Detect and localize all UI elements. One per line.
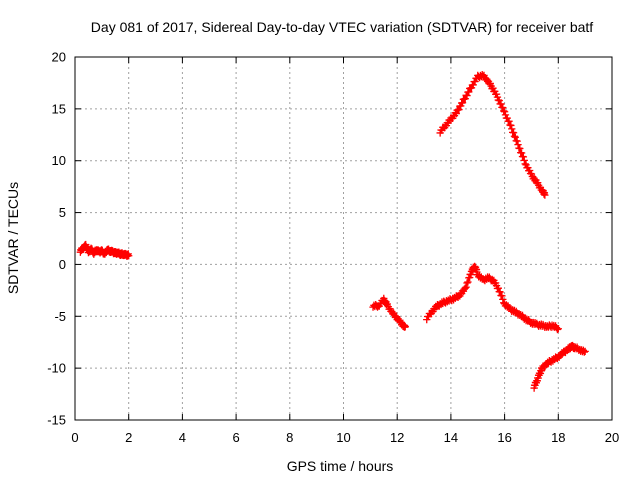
y-tick-label: 5 xyxy=(59,205,66,220)
grid-lines xyxy=(75,57,612,420)
data-point xyxy=(452,109,460,118)
x-tick-label: 12 xyxy=(390,430,404,445)
data-point xyxy=(581,347,589,355)
data-point xyxy=(401,322,409,331)
y-tick-label: 10 xyxy=(52,153,66,168)
data-point xyxy=(513,137,521,145)
chart-title: Day 081 of 2017, Sidereal Day-to-day VTE… xyxy=(91,19,594,35)
series-arc-b xyxy=(423,262,562,334)
data-point xyxy=(500,108,509,116)
y-axis-label: SDTVAR / TECUs xyxy=(5,182,21,294)
y-tick-label: -10 xyxy=(47,361,66,376)
data-point xyxy=(554,325,562,333)
data-point xyxy=(514,140,522,149)
data-point xyxy=(125,252,133,260)
data-point xyxy=(499,103,507,112)
x-tick-label: 8 xyxy=(286,430,293,445)
y-tick-label: -15 xyxy=(47,413,66,428)
data-point xyxy=(511,133,519,141)
data-point xyxy=(505,117,513,125)
data-point xyxy=(498,292,506,300)
data-point xyxy=(508,125,516,133)
data-point xyxy=(462,283,470,291)
x-tick-label: 18 xyxy=(551,430,565,445)
series-arc-d xyxy=(530,341,589,392)
x-tick-label: 0 xyxy=(71,430,78,445)
data-point xyxy=(521,160,529,168)
series-arc-c xyxy=(436,70,549,199)
data-point xyxy=(517,149,526,157)
x-tick-label: 14 xyxy=(444,430,458,445)
data-point xyxy=(455,105,463,114)
series-arc-a xyxy=(369,294,409,331)
y-tick-label: 20 xyxy=(52,50,66,65)
x-tick-label: 20 xyxy=(605,430,619,445)
data-point xyxy=(494,284,502,292)
x-tick-label: 6 xyxy=(232,430,239,445)
x-tick-label: 2 xyxy=(125,430,132,445)
axis-ticks: 0 2 4 6 8 10 12 14 16 18 20 -15 -10 -5 0 5 10 15 20 xyxy=(47,50,619,446)
x-tick-label: 10 xyxy=(336,430,350,445)
data-point xyxy=(499,295,507,303)
data-point xyxy=(461,284,469,292)
data-point xyxy=(496,288,504,296)
data-point xyxy=(553,325,562,334)
data-point xyxy=(516,144,524,153)
data-point xyxy=(500,107,508,115)
data-point xyxy=(492,279,500,287)
x-axis-label: GPS time / hours xyxy=(287,458,394,474)
data-point xyxy=(492,90,501,98)
y-tick-label: 0 xyxy=(59,257,66,272)
x-tick-label: 4 xyxy=(179,430,186,445)
data-point xyxy=(520,156,528,165)
data-point xyxy=(463,279,471,287)
data-point xyxy=(464,278,472,286)
data-point xyxy=(458,99,467,107)
data-point xyxy=(541,191,549,199)
data-point xyxy=(509,129,518,137)
plot-frame xyxy=(74,56,613,421)
data-point xyxy=(465,88,473,96)
y-tick-label: -5 xyxy=(54,309,66,324)
data-points xyxy=(76,70,589,392)
y-tick-label: 15 xyxy=(52,101,66,116)
data-point xyxy=(507,121,515,130)
series-early xyxy=(76,240,133,260)
data-point xyxy=(463,91,471,100)
data-point xyxy=(580,348,588,356)
data-point xyxy=(519,153,528,161)
x-tick-label: 16 xyxy=(497,430,511,445)
data-point xyxy=(510,132,519,140)
